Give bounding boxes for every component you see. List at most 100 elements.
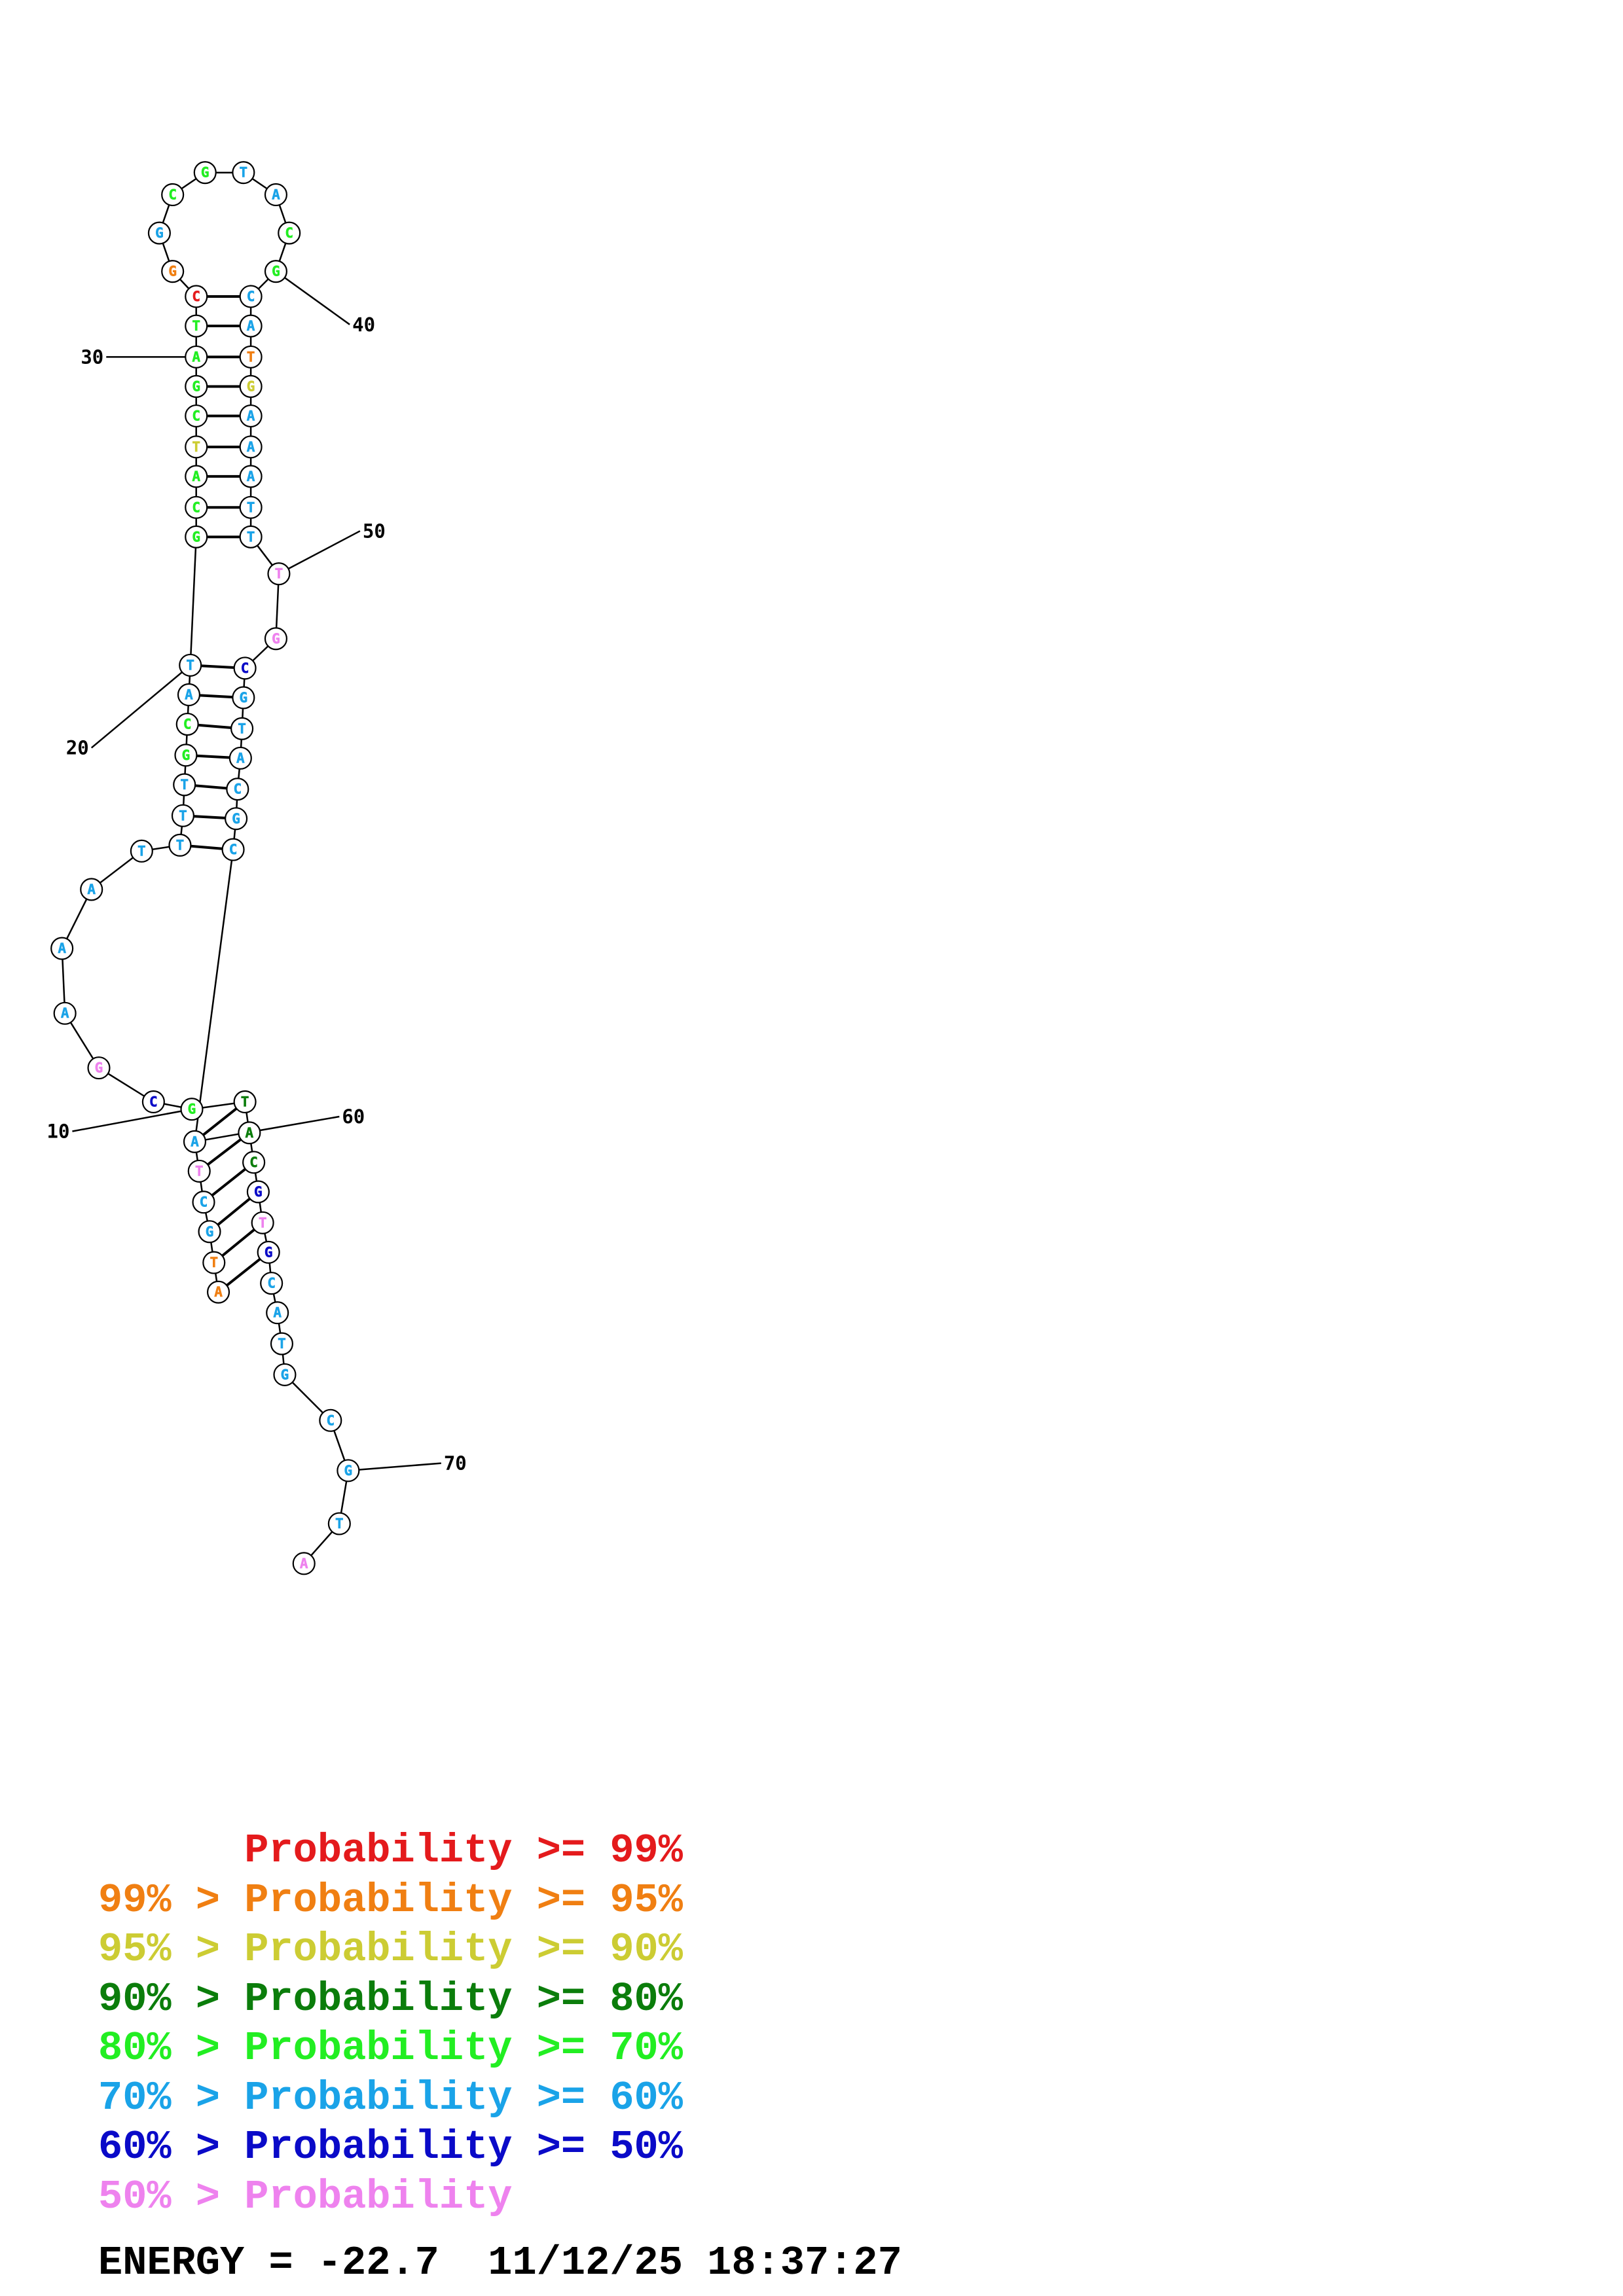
nucleotide: A xyxy=(177,683,201,707)
nucleotide: G xyxy=(232,686,255,709)
nucleotide-circle xyxy=(185,285,208,308)
nucleotide: A xyxy=(183,1130,207,1153)
nucleotide: T xyxy=(173,773,196,797)
nucleotide-letter: G xyxy=(240,690,248,706)
nucleotide: G xyxy=(193,161,217,185)
nucleotide-letter: G xyxy=(206,1224,214,1240)
legend-text: Probability >= 50% xyxy=(244,2124,683,2170)
nucleotide: G xyxy=(239,374,263,399)
nucleotide-letter: G xyxy=(192,529,200,545)
nucleotide-letter: A xyxy=(236,750,245,766)
legend-text: Probability >= 99% xyxy=(244,1827,683,1874)
nucleotide: T xyxy=(185,435,208,459)
nucleotide-circle xyxy=(185,495,208,519)
nucleotide-letter: A xyxy=(87,882,96,897)
nucleotide-letter: A xyxy=(246,1125,254,1141)
nucleotide-letter: A xyxy=(247,318,255,334)
nucleotide: A xyxy=(239,314,263,338)
nucleotide-circle xyxy=(147,221,171,245)
nucleotide-letter: G xyxy=(95,1060,103,1076)
legend-prefix: 99% > xyxy=(98,1876,245,1924)
nucleotide-circle xyxy=(185,435,208,459)
nucleotide-letter: T xyxy=(238,721,246,736)
nucleotide: G xyxy=(264,627,287,651)
nucleotide-circle xyxy=(174,744,198,767)
nucleotide: A xyxy=(53,1001,77,1025)
nucleotide-circle xyxy=(233,1090,257,1114)
nucleotide-letter: G xyxy=(232,811,240,827)
nucleotide: T xyxy=(232,161,255,185)
nucleotide: C xyxy=(185,404,208,428)
nucleotide-circle xyxy=(80,878,103,901)
nucleotide-letter: A xyxy=(247,439,255,455)
nucleotide-letter: C xyxy=(229,842,238,857)
nucleotide-letter: T xyxy=(335,1516,344,1532)
energy-readout: ENERGY = -22.7 11/12/25 18:37:27 xyxy=(98,2240,902,2286)
nucleotide: G xyxy=(225,807,248,831)
position-label: 40 xyxy=(352,314,375,336)
nucleotide: G xyxy=(273,1363,297,1386)
nucleotide-circle xyxy=(179,653,202,677)
nucleotide-circle xyxy=(192,1191,215,1214)
position-label: 60 xyxy=(342,1105,365,1128)
nucleotide-circle xyxy=(183,1130,207,1153)
nucleotide-letter: G xyxy=(201,165,210,181)
nucleotide-letter: T xyxy=(179,808,187,823)
nucleotide-circle xyxy=(161,260,185,283)
legend-prefix: 95% > xyxy=(98,1926,245,1973)
nucleotide: G xyxy=(246,1180,270,1204)
nucleotide-circle xyxy=(260,1272,283,1295)
position-tick xyxy=(194,1115,340,1143)
nucleotide-circle xyxy=(319,1408,342,1432)
nucleotide: T xyxy=(239,345,263,368)
nucleotide-circle xyxy=(239,345,263,368)
nucleotide: T xyxy=(179,653,202,677)
nucleotide-letter: T xyxy=(186,657,194,673)
nucleotide-circle xyxy=(193,161,217,185)
position-ticks xyxy=(72,270,441,1472)
nucleotide-circle xyxy=(50,937,74,960)
nucleotide-circle xyxy=(232,161,255,185)
nucleotide-circle xyxy=(239,525,263,548)
nucleotide: A xyxy=(266,1301,289,1325)
nucleotide-circle xyxy=(337,1459,360,1482)
nucleotide-letter: T xyxy=(180,777,189,793)
nucleotide: T xyxy=(267,562,291,586)
nucleotide: A xyxy=(292,1552,316,1575)
nucleotide-letter: T xyxy=(247,529,255,545)
nucleotide-letter: T xyxy=(240,165,248,181)
nucleotide-letter: C xyxy=(285,225,293,241)
nucleotide-letter: G xyxy=(168,264,177,279)
nucleotide-letter: T xyxy=(192,439,200,455)
nucleotide-letter: G xyxy=(272,264,280,279)
nucleotide: C xyxy=(185,285,208,308)
nucleotide-letter: A xyxy=(300,1556,308,1571)
nucleotide: C xyxy=(239,285,263,308)
position-label: 70 xyxy=(444,1452,467,1475)
nucleotide: C xyxy=(192,1191,215,1214)
nucleotide: T xyxy=(327,1512,351,1535)
nucleotide: C xyxy=(141,1090,165,1114)
nucleotide-circle xyxy=(225,807,248,831)
legend-prefix xyxy=(98,1827,244,1874)
legend-text: Probability >= 60% xyxy=(244,2074,683,2121)
nucleotide-letter: A xyxy=(185,687,193,702)
nucleotide-circle xyxy=(239,374,263,399)
nucleotide: A xyxy=(239,404,263,428)
nucleotide-letter: T xyxy=(278,1336,286,1352)
nucleotide-letter: G xyxy=(272,631,280,647)
nucleotide: T xyxy=(233,1090,257,1114)
nucleotide-letter: A xyxy=(191,1134,199,1149)
legend-text: Probability >= 95% xyxy=(244,1876,683,1924)
nucleotide-circle xyxy=(206,1280,230,1304)
nucleotide-letter: C xyxy=(234,781,242,797)
nucleotide-letter: G xyxy=(192,378,200,394)
nucleotide-letter: C xyxy=(267,1276,276,1291)
nucleotide-letter: T xyxy=(195,1163,204,1179)
nucleotide-letter: T xyxy=(176,837,185,853)
position-label: 10 xyxy=(47,1121,70,1143)
legend-entry: 99% > Probability >= 95% xyxy=(98,1880,683,1921)
nucleotide-circle xyxy=(228,746,252,770)
nucleotide: G xyxy=(264,260,287,283)
nucleotide: T xyxy=(130,839,153,863)
